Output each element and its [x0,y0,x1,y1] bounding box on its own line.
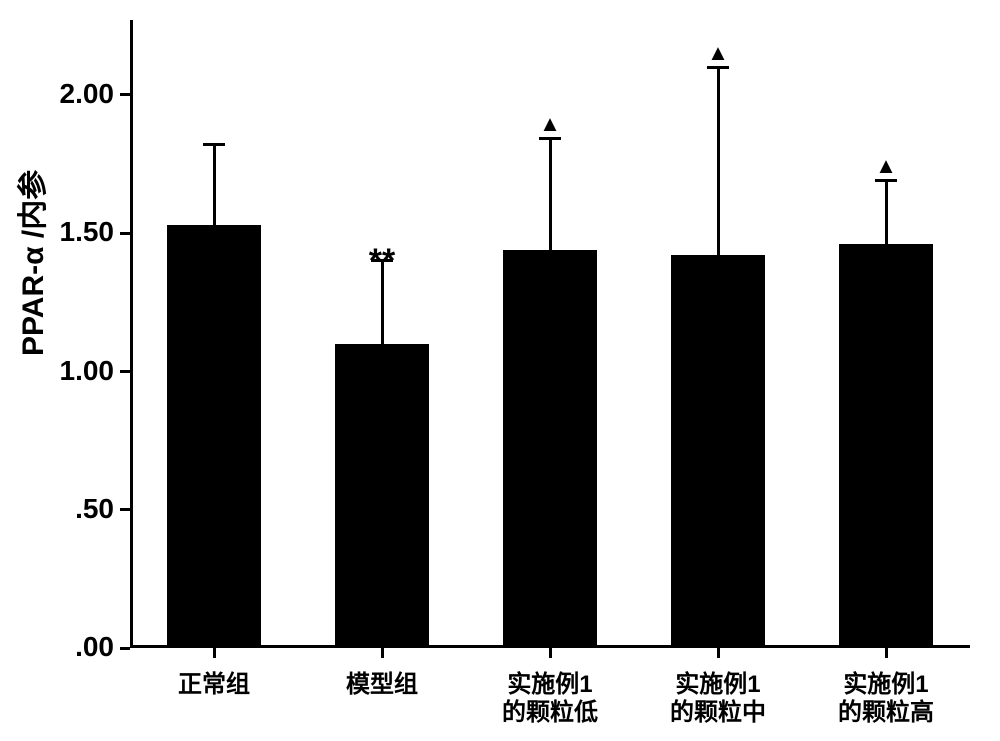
y-tick [120,508,130,511]
x-tick [381,648,384,658]
y-tick [120,647,130,650]
significance-marker: ▲ [678,40,758,66]
error-cap [707,66,729,69]
significance-marker: ▲ [846,153,926,179]
significance-marker: ** [342,242,422,281]
y-tick [120,370,130,373]
error-cap [203,143,225,146]
error-bar [549,139,552,250]
x-tick-label-line2: 的颗粒中 [634,692,802,727]
error-cap [875,179,897,182]
error-cap [539,137,561,140]
x-tick-label-line2: 的颗粒高 [802,692,970,727]
error-bar [717,67,720,255]
x-tick [885,648,888,658]
y-tick-label: .50 [75,493,114,525]
bar-chart: PPAR-α /内参 .00.501.001.502.00正常组**模型组▲实施… [0,0,1000,741]
x-tick-label-line2: 的颗粒低 [466,692,634,727]
y-axis-label: PPAR-α /内参 [8,326,52,356]
x-tick-label: 模型组 [298,664,466,699]
significance-marker: ▲ [510,111,590,137]
bar [839,244,933,648]
x-tick [549,648,552,658]
error-bar [213,144,216,224]
x-tick [213,648,216,658]
error-bar [885,180,888,244]
y-tick-label: 1.50 [60,216,115,248]
x-tick-label: 正常组 [130,664,298,699]
y-tick [120,232,130,235]
x-tick [717,648,720,658]
y-tick-label: 2.00 [60,78,115,110]
bar [503,250,597,648]
bar [167,225,261,648]
bar [335,344,429,648]
bar [671,255,765,648]
y-tick-label: .00 [75,631,114,663]
y-tick-label: 1.00 [60,355,115,387]
y-tick [120,93,130,96]
